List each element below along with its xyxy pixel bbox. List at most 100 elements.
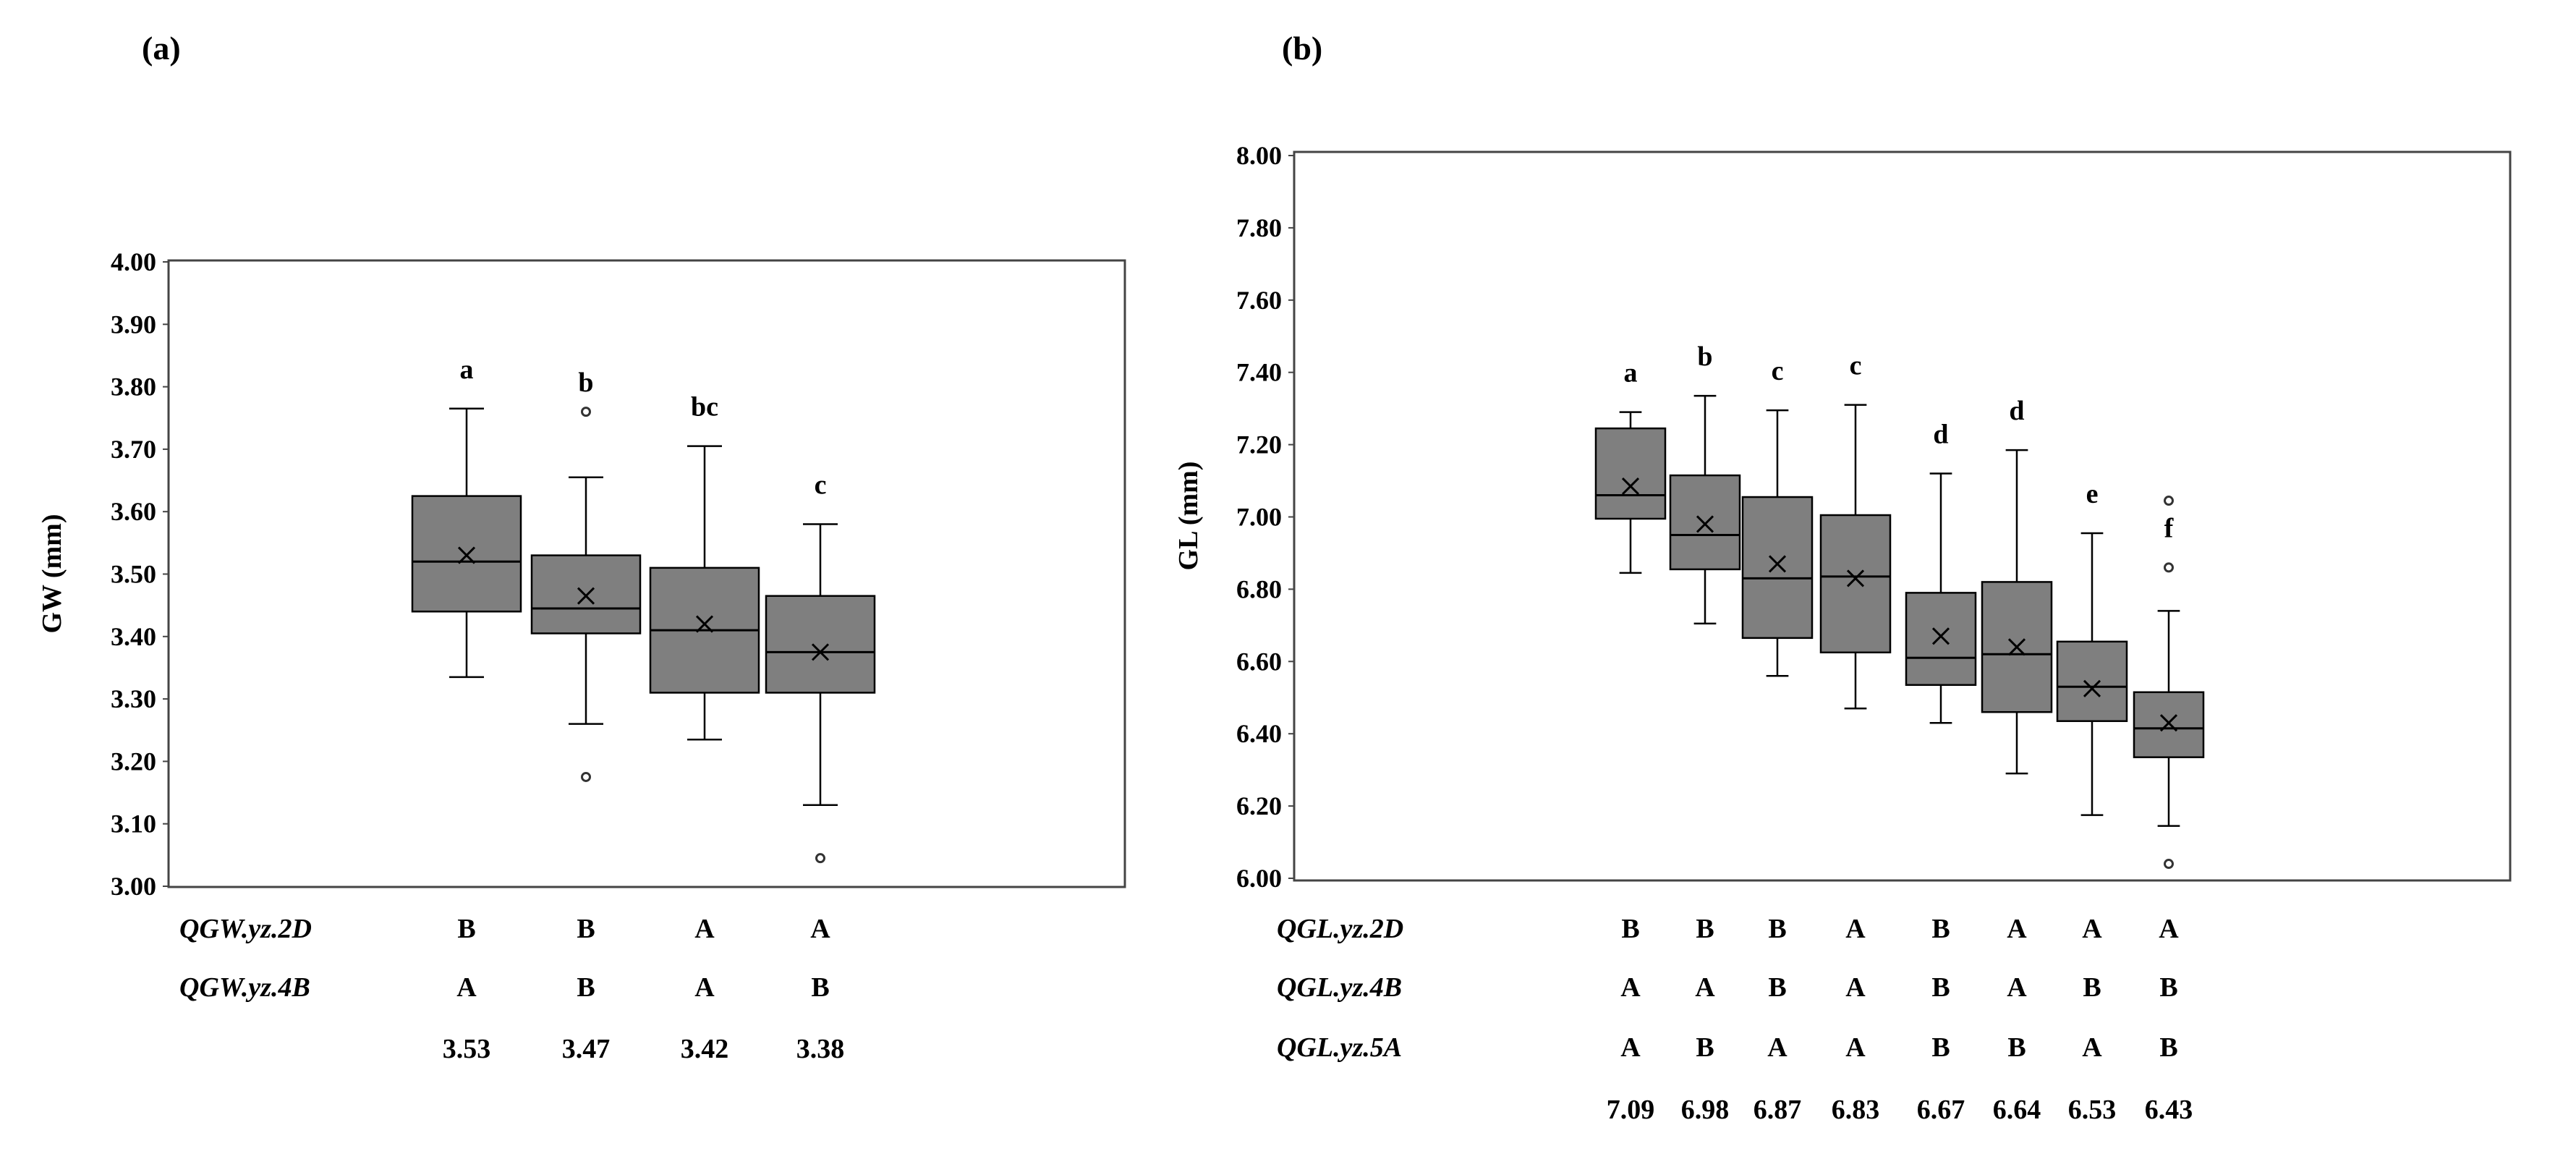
panel-b-plot-frame — [1293, 150, 2512, 882]
allele-cell: B — [811, 972, 829, 1003]
y-tick-label: 6.00 — [1236, 864, 1282, 893]
allele-cell: A — [2082, 914, 2102, 944]
y-tick-label: 7.60 — [1236, 286, 1282, 315]
mean-marker — [2083, 679, 2101, 697]
panel-a-label: (a) — [142, 30, 181, 67]
outlier-point — [581, 771, 591, 782]
box-plot-4: c — [765, 470, 876, 864]
y-tick-label: 8.00 — [1236, 141, 1282, 170]
significance-letter: c — [815, 470, 827, 500]
allele-cell: A — [2159, 914, 2179, 944]
outlier-point — [2164, 562, 2174, 573]
y-tick-label: 3.00 — [111, 872, 156, 901]
allele-cell: B — [2007, 1032, 2025, 1063]
box-iqr — [530, 554, 642, 634]
y-tick-label: 3.90 — [111, 310, 156, 339]
allele-cell: B — [457, 914, 475, 944]
mean-marker — [2159, 714, 2178, 732]
box-iqr — [2133, 691, 2205, 758]
outlier-point — [581, 407, 591, 417]
y-tick-label: 3.70 — [111, 435, 156, 464]
y-tick-label: 6.80 — [1236, 574, 1282, 603]
box-plot-2: b — [530, 368, 642, 782]
allele-cell: B — [1696, 914, 1714, 944]
box-iqr — [1905, 592, 1977, 687]
panel-b: (b) 6.00 6.20 6.40 6.60 6.80 7.00 7.20 7.40 7.60… — [1173, 30, 2512, 1125]
allele-cell: A — [1695, 972, 1715, 1003]
y-tick-label: 3.10 — [111, 810, 156, 839]
allele-cell: A — [694, 914, 715, 944]
mean-value-label: 3.42 — [681, 1034, 729, 1064]
y-tick-label: 7.80 — [1236, 213, 1282, 242]
box-plot-8: f — [2133, 496, 2205, 870]
allele-cell: A — [1767, 1032, 1788, 1063]
mean-value-label: 6.98 — [1681, 1095, 1730, 1125]
allele-cell: B — [1696, 1032, 1714, 1063]
outlier-point — [2164, 859, 2174, 870]
mean-marker — [1768, 555, 1787, 573]
allele-cell: B — [1768, 914, 1786, 944]
significance-letter: c — [1850, 351, 1862, 381]
mean-value-label: 3.53 — [443, 1034, 491, 1064]
allele-cell: B — [2083, 972, 2101, 1003]
y-tick-label: 3.30 — [111, 684, 156, 713]
allele-cell: A — [456, 972, 477, 1003]
allele-cell: A — [2007, 914, 2027, 944]
outlier-point — [2164, 496, 2174, 506]
mean-marker — [457, 546, 476, 564]
allele-cell: B — [1931, 972, 1950, 1003]
panel-a-y-axis: 3.00 3.10 3.20 3.30 3.40 3.50 3.60 3.70 3.80 3.90… — [111, 247, 169, 901]
mean-value-label: 3.38 — [796, 1034, 845, 1064]
box-iqr — [1669, 474, 1741, 571]
allele-cell: A — [1845, 972, 1866, 1003]
y-tick-label: 6.60 — [1236, 647, 1282, 676]
outlier-point — [815, 853, 825, 864]
significance-letter: f — [2164, 513, 2175, 543]
allele-cell: A — [694, 972, 715, 1003]
allele-cell: A — [2082, 1032, 2102, 1063]
allele-cell: B — [1621, 914, 1639, 944]
box-plot-6: d — [1981, 396, 2053, 775]
mean-value-label: 6.53 — [2068, 1095, 2117, 1125]
allele-cell: B — [577, 972, 595, 1003]
significance-letter: d — [2009, 396, 2024, 426]
box-iqr — [1819, 514, 1892, 654]
panel-b-y-axis: 6.00 6.20 6.40 6.60 6.80 7.00 7.20 7.40 7.60 7.80… — [1236, 141, 1294, 893]
allele-cell: A — [1845, 1032, 1866, 1063]
y-tick-label: 3.40 — [111, 622, 156, 651]
qtl-row-label: QGW.yz.4B — [179, 972, 310, 1003]
box-iqr — [765, 595, 876, 694]
mean-value-label: 6.64 — [1993, 1095, 2041, 1125]
mean-marker — [1621, 477, 1640, 496]
significance-letter: b — [578, 368, 593, 398]
mean-marker — [1696, 515, 1714, 533]
mean-marker — [695, 615, 714, 633]
allele-cell: B — [2159, 1032, 2177, 1063]
panel-a-boxes: a b bc c — [411, 355, 876, 864]
mean-value-label: 6.43 — [2145, 1095, 2193, 1125]
allele-cell: B — [1931, 914, 1950, 944]
box-iqr — [411, 495, 522, 613]
allele-cell: B — [1768, 972, 1786, 1003]
qtl-row-label: QGL.yz.4B — [1277, 972, 1402, 1003]
significance-letter: c — [1772, 356, 1784, 386]
panel-b-y-axis-title: GL (mm) — [1173, 462, 1204, 571]
significance-letter: b — [1697, 341, 1712, 372]
significance-letter: a — [460, 355, 474, 385]
panel-b-label: (b) — [1282, 30, 1322, 67]
allele-cell: B — [2159, 972, 2177, 1003]
mean-marker — [1846, 569, 1865, 587]
box-plot-1: a — [411, 355, 522, 679]
panel-a-y-axis-title: GW (mm) — [37, 514, 67, 634]
y-tick-label: 7.40 — [1236, 358, 1282, 387]
mean-value-label: 6.83 — [1832, 1095, 1880, 1125]
mean-marker — [1931, 627, 1950, 645]
y-tick-label: 3.20 — [111, 747, 156, 776]
significance-letter: a — [1624, 358, 1638, 389]
allele-cell: B — [577, 914, 595, 944]
y-tick-label: 6.20 — [1236, 791, 1282, 820]
box-iqr — [1741, 496, 1814, 640]
box-plot-5: d — [1905, 420, 1977, 724]
